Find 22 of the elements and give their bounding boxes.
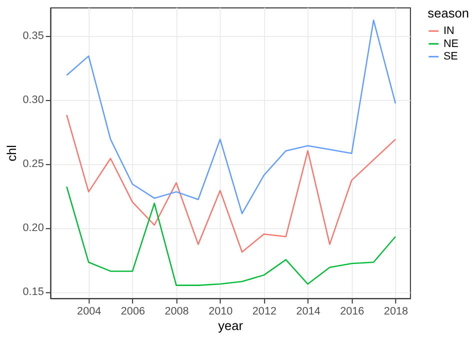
- y-tick-label: 0.15: [22, 286, 44, 298]
- line-series: [66, 114, 396, 253]
- x-axis-title: year: [218, 318, 244, 334]
- legend-title: season: [428, 5, 469, 20]
- legend-label: NE: [443, 38, 458, 50]
- y-tick-label: 0.30: [22, 94, 44, 106]
- x-tick-label: 2018: [384, 305, 408, 318]
- legend-label: SE: [443, 50, 458, 63]
- x-tick-label: 2014: [296, 305, 320, 318]
- y-tick-label: 0.25: [22, 158, 44, 170]
- x-tick-label: 2010: [208, 305, 233, 318]
- y-axis-title: chl: [4, 145, 19, 162]
- x-tick-label: 2004: [77, 305, 102, 318]
- line-series: [66, 186, 396, 286]
- y-tick-label: 0.20: [22, 222, 44, 234]
- legend-label: IN: [443, 25, 454, 38]
- y-tick-label: 0.35: [22, 30, 44, 42]
- x-tick-label: 2008: [164, 305, 189, 318]
- x-tick-label: 2012: [252, 305, 277, 318]
- x-tick-label: 2016: [340, 305, 364, 318]
- x-tick-label: 2006: [120, 305, 145, 318]
- line-series: [66, 20, 396, 214]
